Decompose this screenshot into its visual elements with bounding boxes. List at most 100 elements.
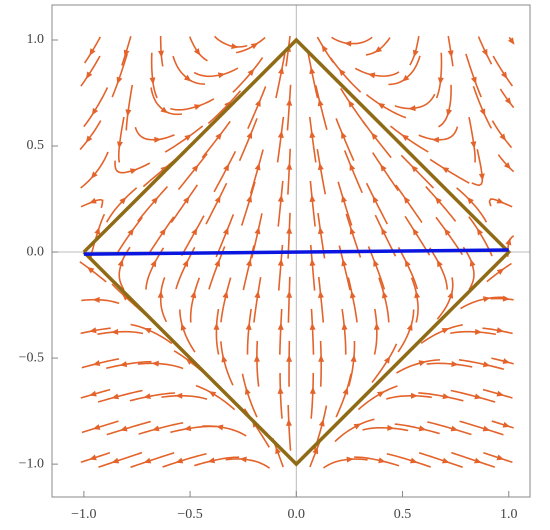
streamline [170,184,199,224]
streamline [114,160,151,174]
streamline [394,423,440,435]
streamline [386,394,432,400]
stream-arrow [245,322,252,330]
streamline [256,340,260,387]
stream-arrow [482,361,491,368]
streamline [462,246,475,291]
stream-arrow [193,48,201,56]
stream-arrow [116,141,123,149]
streamline [137,362,184,370]
streamline [410,277,419,323]
stream-arrow [478,173,485,181]
stream-arrow [208,391,217,398]
stream-arrow [503,162,511,170]
streamline [450,330,496,336]
streamline [215,214,235,258]
streamline [201,120,231,159]
x-tick-label: 1.0 [500,507,518,522]
streamline [308,116,317,163]
streamline [450,389,496,403]
streamline [354,67,400,77]
streamline [253,277,262,323]
stream-arrow [410,392,419,399]
streamline [247,86,267,129]
stream-arrow [404,259,411,268]
stream-arrow [408,105,416,112]
streamline [307,53,319,99]
streamline [465,53,482,98]
stream-arrow [436,259,443,268]
streamline [287,148,292,195]
stream-arrow [441,328,450,334]
stream-arrow [418,360,427,367]
streamline [150,52,158,99]
stream-arrow [89,327,97,334]
streamline [81,358,120,369]
streamline [460,296,505,310]
stream-arrow [129,168,138,175]
stream-arrow [119,425,128,432]
stream-arrow [277,322,284,330]
streamline [341,308,347,355]
stream-arrow [154,136,162,143]
stream-arrow [255,99,261,107]
stream-arrow [349,227,356,235]
stream-arrow [502,295,511,302]
stream-arrow [277,130,284,138]
stream-arrow [496,197,505,204]
streamline [362,426,409,432]
streamline [232,57,264,93]
stream-arrow [402,74,410,82]
streamline [80,151,109,189]
stream-arrow [318,419,325,427]
stream-arrow [496,454,505,461]
stream-arrow [175,457,184,464]
stream-arrow [239,456,247,463]
streamline [249,149,264,194]
stream-arrow [496,390,505,397]
stream-arrow [85,135,93,143]
stream-arrow [500,71,508,79]
streamline [125,84,134,131]
streamline [435,52,443,99]
streamline [395,184,423,223]
y-tick-label: −0.5 [19,350,44,365]
stream-arrow [377,102,386,110]
streamline [180,215,205,257]
stream-arrow [254,162,261,171]
streamline [147,216,175,256]
streamline [400,154,435,189]
streamline [499,88,515,109]
streamline [472,85,493,129]
stream-arrow [442,393,450,400]
stream-arrow [160,106,168,114]
streamline [418,392,464,402]
stream-arrow [321,44,328,53]
stream-field [79,35,515,469]
streamline [340,88,368,127]
streamline [438,84,452,128]
y-tick-label: 1.0 [27,32,45,47]
stream-arrow [412,49,419,58]
stream-arrow [143,328,152,334]
streamline [81,298,120,305]
stream-arrow [403,196,411,204]
stream-arrow [371,132,378,140]
stream-arrow [431,136,439,143]
stream-arrow [180,323,187,331]
streamline [315,85,328,131]
stream-arrow [353,423,362,430]
stream-arrow [317,226,324,235]
stream-arrow [341,131,347,139]
stream-arrow [450,425,459,432]
streamline [250,213,263,259]
stream-arrow [373,259,379,267]
stream-arrow [183,74,192,82]
stream-arrow [318,354,325,362]
streamline [316,148,327,195]
stream-arrow [451,360,459,367]
stream-arrow [214,259,220,267]
streamline [179,309,196,353]
stream-arrow [341,322,348,330]
stream-arrow [412,228,419,236]
